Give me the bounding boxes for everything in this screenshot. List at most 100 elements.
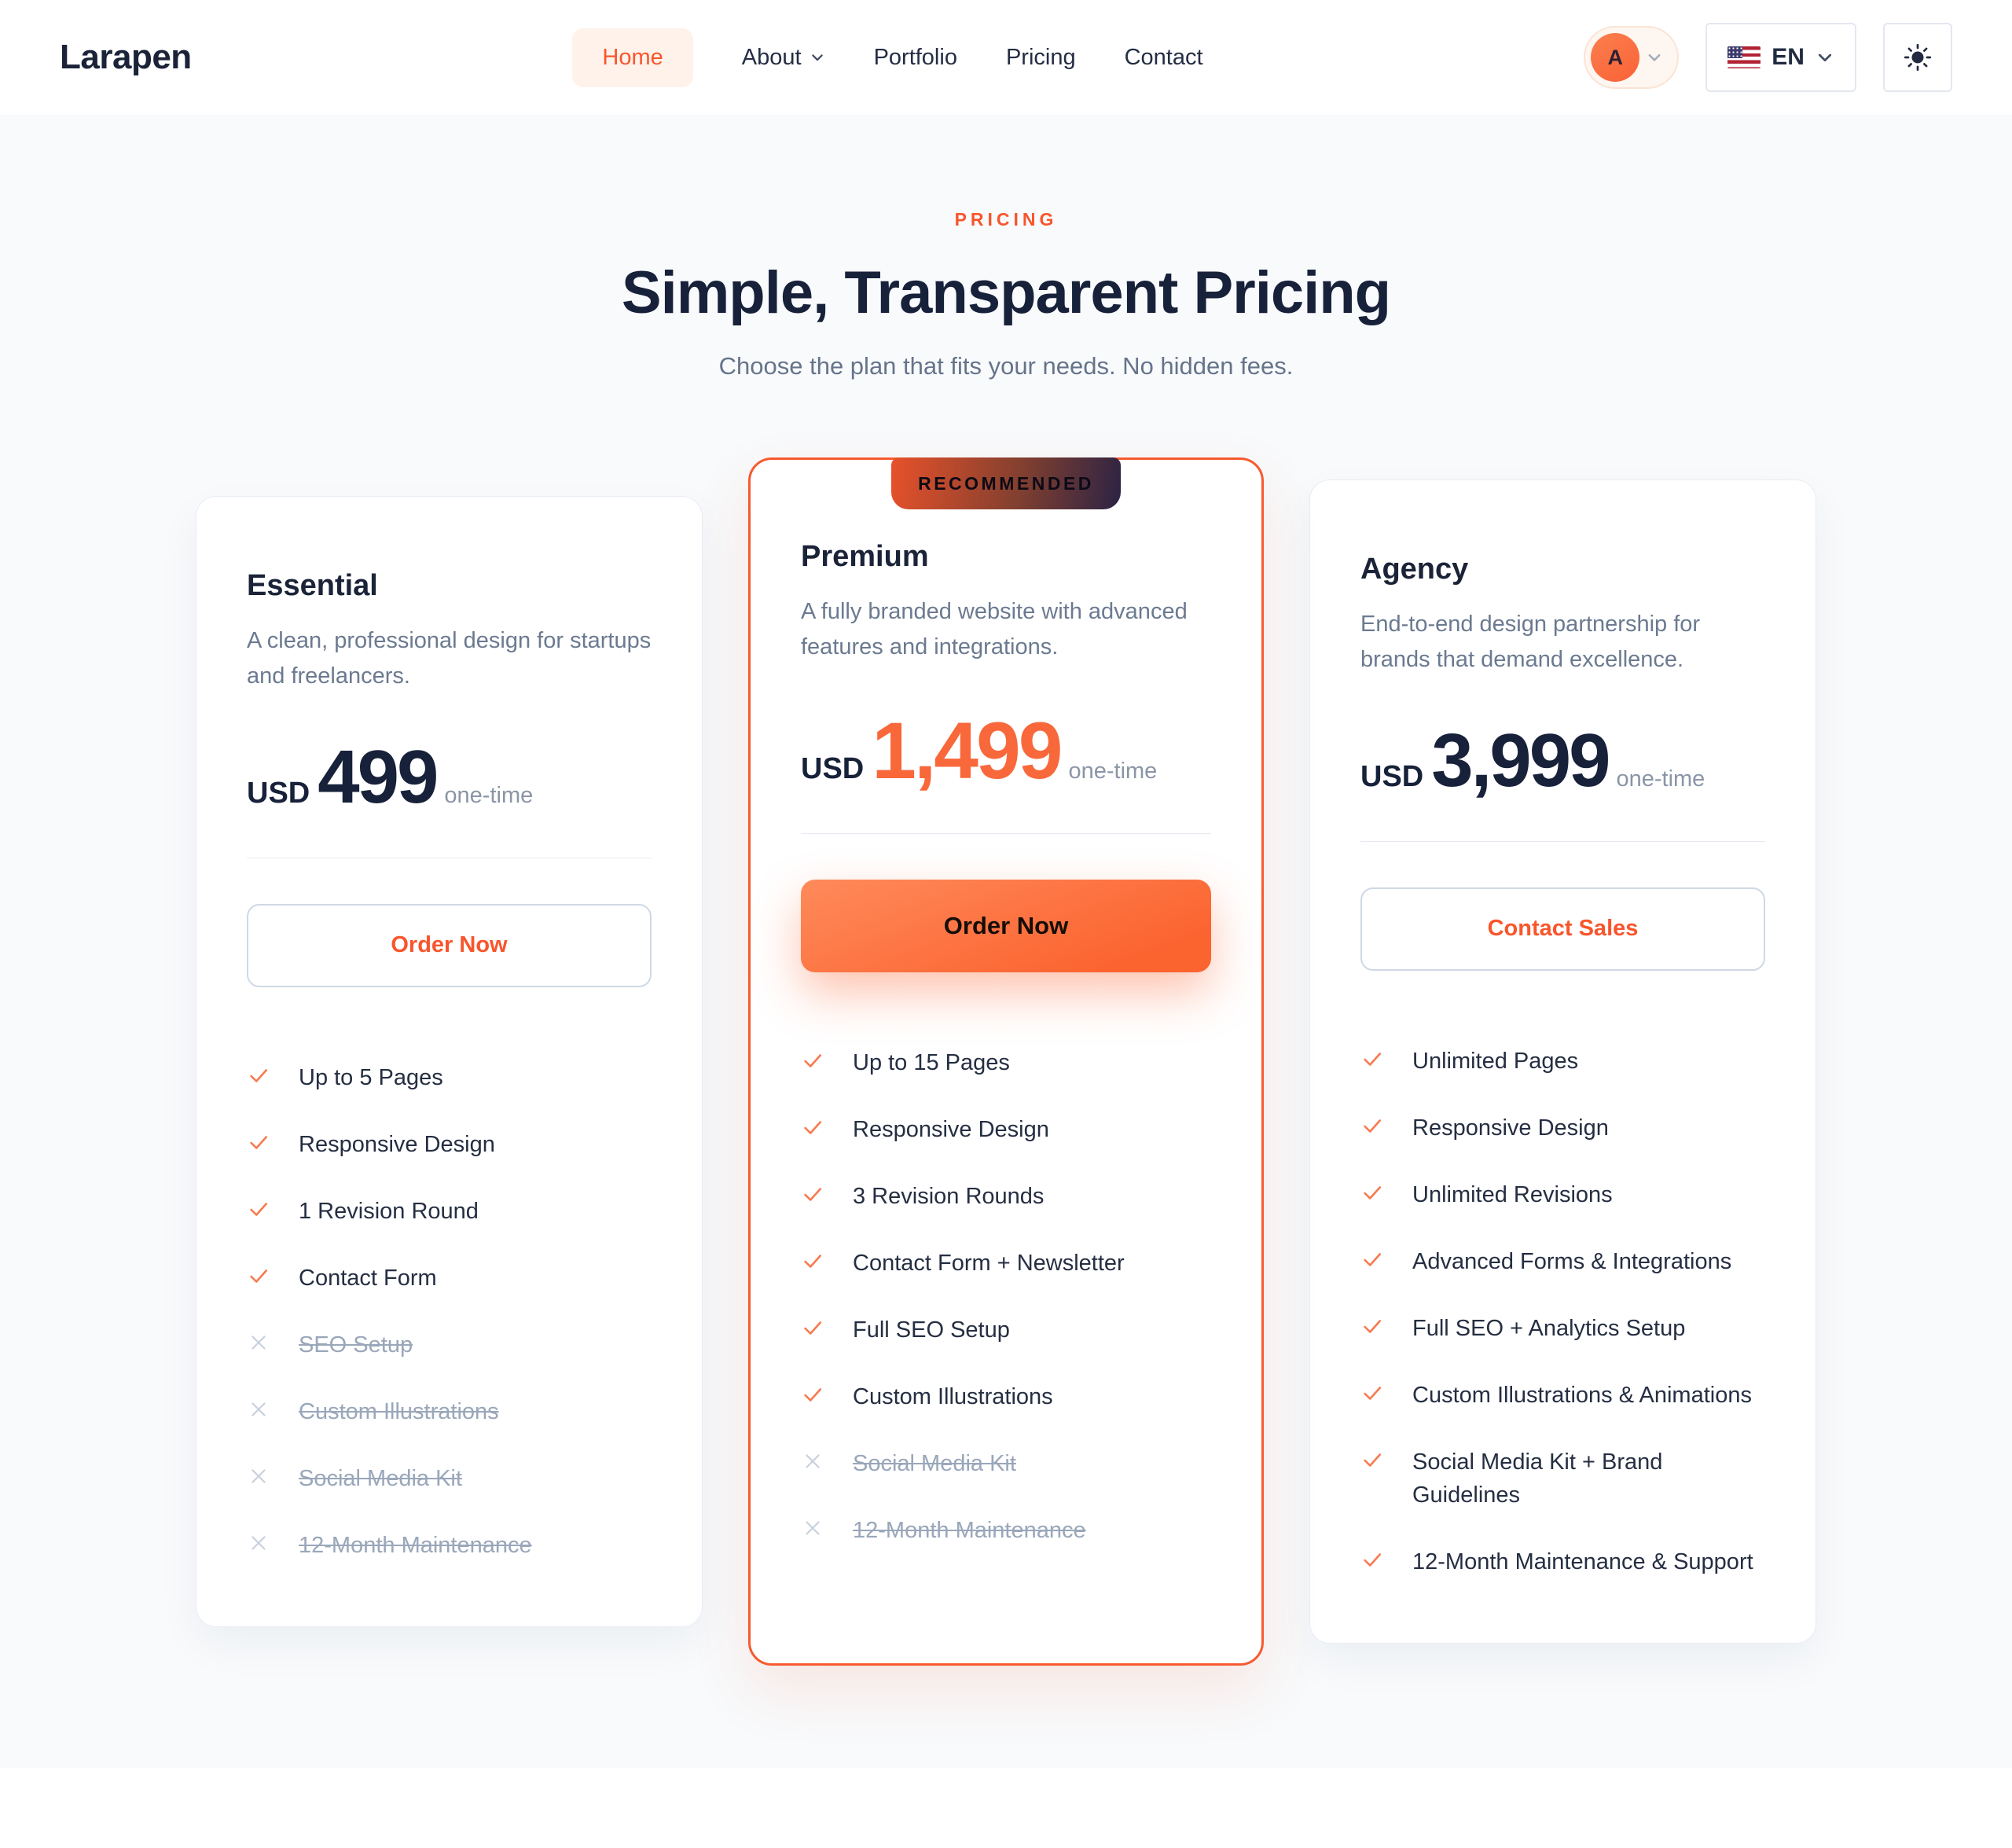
- feature-label: Unlimited Pages: [1412, 1048, 1579, 1074]
- check-icon: [1360, 1181, 1384, 1204]
- check-icon: [1360, 1247, 1384, 1271]
- feature-label: Up to 5 Pages: [299, 1064, 443, 1090]
- feature-row: Full SEO + Analytics Setup: [1360, 1312, 1765, 1345]
- nav-item-pricing[interactable]: Pricing: [1006, 45, 1076, 71]
- feature-row: 12-Month Maintenance: [247, 1529, 652, 1562]
- feature-label: Social Media Kit + Brand Guidelines: [1412, 1449, 1663, 1508]
- plan-description: A fully branded website with advanced fe…: [801, 599, 1188, 659]
- header-actions: A EN: [1584, 23, 1952, 92]
- feature-row: Unlimited Revisions: [1360, 1178, 1765, 1211]
- feature-row: Responsive Design: [801, 1113, 1211, 1146]
- feature-label: Responsive Design: [1412, 1115, 1609, 1141]
- feature-label: Custom Illustrations & Animations: [1412, 1383, 1752, 1409]
- feature-row: Full SEO Setup: [801, 1313, 1211, 1347]
- feature-row: Up to 15 Pages: [801, 1046, 1211, 1079]
- divider: [801, 832, 1211, 834]
- check-icon: [1360, 1448, 1384, 1471]
- nav-item-label: Contact: [1124, 44, 1203, 70]
- check-icon: [247, 1064, 270, 1087]
- check-icon: [801, 1182, 824, 1206]
- feature-row: 12-Month Maintenance: [801, 1514, 1211, 1547]
- divider: [1360, 840, 1765, 842]
- feature-row: Social Media Kit + Brand Guidelines: [1360, 1446, 1765, 1512]
- price-amount: 3,999: [1431, 718, 1610, 803]
- feature-label: 3 Revision Rounds: [853, 1183, 1045, 1209]
- feature-row: Unlimited Pages: [1360, 1045, 1765, 1078]
- language-label: EN: [1772, 44, 1805, 70]
- pricing-section: PRICING Simple, Transparent Pricing Choo…: [0, 115, 2012, 1769]
- nav-item-label: Portfolio: [873, 44, 957, 70]
- order-now-button[interactable]: Order Now: [801, 879, 1211, 972]
- check-icon: [801, 1383, 824, 1406]
- plan-description: End-to-end design partnership for brands…: [1360, 611, 1701, 672]
- plan-name: Premium: [801, 540, 929, 573]
- feature-row: Social Media Kit: [247, 1462, 652, 1495]
- feature-row: Social Media Kit: [801, 1447, 1211, 1480]
- feature-label: 1 Revision Round: [299, 1198, 479, 1224]
- nav-item-home[interactable]: Home: [572, 28, 693, 87]
- x-icon: [247, 1398, 270, 1421]
- plan-price: USD 499 one-time: [247, 734, 652, 819]
- price-currency: USD: [1360, 759, 1424, 793]
- check-icon: [1360, 1114, 1384, 1137]
- plan-card-essential: Essential A clean, professional design f…: [196, 496, 703, 1628]
- features-list: Up to 5 Pages Responsive Design 1 Revisi…: [247, 1061, 652, 1562]
- feature-label: Full SEO + Analytics Setup: [1412, 1316, 1686, 1342]
- site-header: Larapen Home About Portfolio Pricing Con…: [0, 0, 2012, 115]
- us-flag-icon: [1727, 46, 1761, 68]
- plan-description: A clean, professional design for startup…: [247, 628, 652, 689]
- nav-item-about[interactable]: About: [742, 45, 825, 71]
- price-period: one-time: [444, 782, 534, 808]
- avatar: A: [1591, 33, 1640, 82]
- plan-name: Agency: [1360, 552, 1469, 586]
- price-amount: 499: [318, 734, 439, 819]
- feature-label: 12-Month Maintenance: [299, 1533, 532, 1559]
- account-menu[interactable]: A: [1584, 26, 1680, 89]
- language-selector[interactable]: EN: [1705, 23, 1856, 92]
- check-icon: [801, 1049, 824, 1072]
- x-icon: [801, 1516, 824, 1540]
- chevron-down-icon: [810, 50, 825, 65]
- plan-card-agency: Agency End-to-end design partnership for…: [1309, 479, 1816, 1644]
- plan-card-premium: RECOMMENDED Premium A fully branded webs…: [748, 457, 1264, 1666]
- features-list: Up to 15 Pages Responsive Design 3 Revis…: [801, 1046, 1211, 1547]
- plan-price: USD 1,499 one-time: [801, 711, 1211, 791]
- features-list: Unlimited Pages Responsive Design Unlimi…: [1360, 1045, 1765, 1578]
- nav-item-contact[interactable]: Contact: [1125, 45, 1203, 71]
- plans-row: Essential A clean, professional design f…: [0, 457, 2012, 1666]
- x-icon: [247, 1464, 270, 1488]
- logo[interactable]: Larapen: [60, 38, 192, 76]
- feature-row: 3 Revision Rounds: [801, 1180, 1211, 1213]
- check-icon: [801, 1115, 824, 1139]
- price-currency: USD: [801, 751, 865, 785]
- feature-row: Custom Illustrations: [801, 1380, 1211, 1413]
- section-kicker: PRICING: [954, 209, 1058, 230]
- order-now-button[interactable]: Order Now: [247, 903, 652, 987]
- footer-spacer: [0, 1768, 2012, 1848]
- check-icon: [1360, 1548, 1384, 1571]
- feature-row: Advanced Forms & Integrations: [1360, 1245, 1765, 1278]
- nav-item-portfolio[interactable]: Portfolio: [874, 45, 957, 71]
- feature-label: Responsive Design: [299, 1131, 495, 1157]
- feature-label: Contact Form: [299, 1266, 437, 1291]
- x-icon: [801, 1449, 824, 1473]
- feature-label: Social Media Kit: [853, 1451, 1016, 1477]
- feature-label: Custom Illustrations: [853, 1384, 1053, 1410]
- feature-label: Full SEO Setup: [853, 1317, 1010, 1343]
- feature-row: Contact Form + Newsletter: [801, 1247, 1211, 1280]
- contact-sales-button[interactable]: Contact Sales: [1360, 887, 1765, 971]
- check-icon: [801, 1316, 824, 1339]
- check-icon: [801, 1249, 824, 1273]
- feature-row: Custom Illustrations: [247, 1395, 652, 1428]
- x-icon: [247, 1531, 270, 1555]
- plan-name: Essential: [247, 569, 378, 602]
- recommended-badge: RECOMMENDED: [891, 457, 1121, 509]
- theme-toggle-button[interactable]: [1882, 23, 1952, 92]
- nav-item-label: Home: [602, 44, 663, 70]
- feature-row: Responsive Design: [1360, 1111, 1765, 1144]
- price-period: one-time: [1616, 766, 1705, 792]
- price-amount: 1,499: [872, 705, 1063, 795]
- check-icon: [1360, 1047, 1384, 1071]
- feature-row: 1 Revision Round: [247, 1195, 652, 1228]
- feature-label: Responsive Design: [853, 1116, 1049, 1142]
